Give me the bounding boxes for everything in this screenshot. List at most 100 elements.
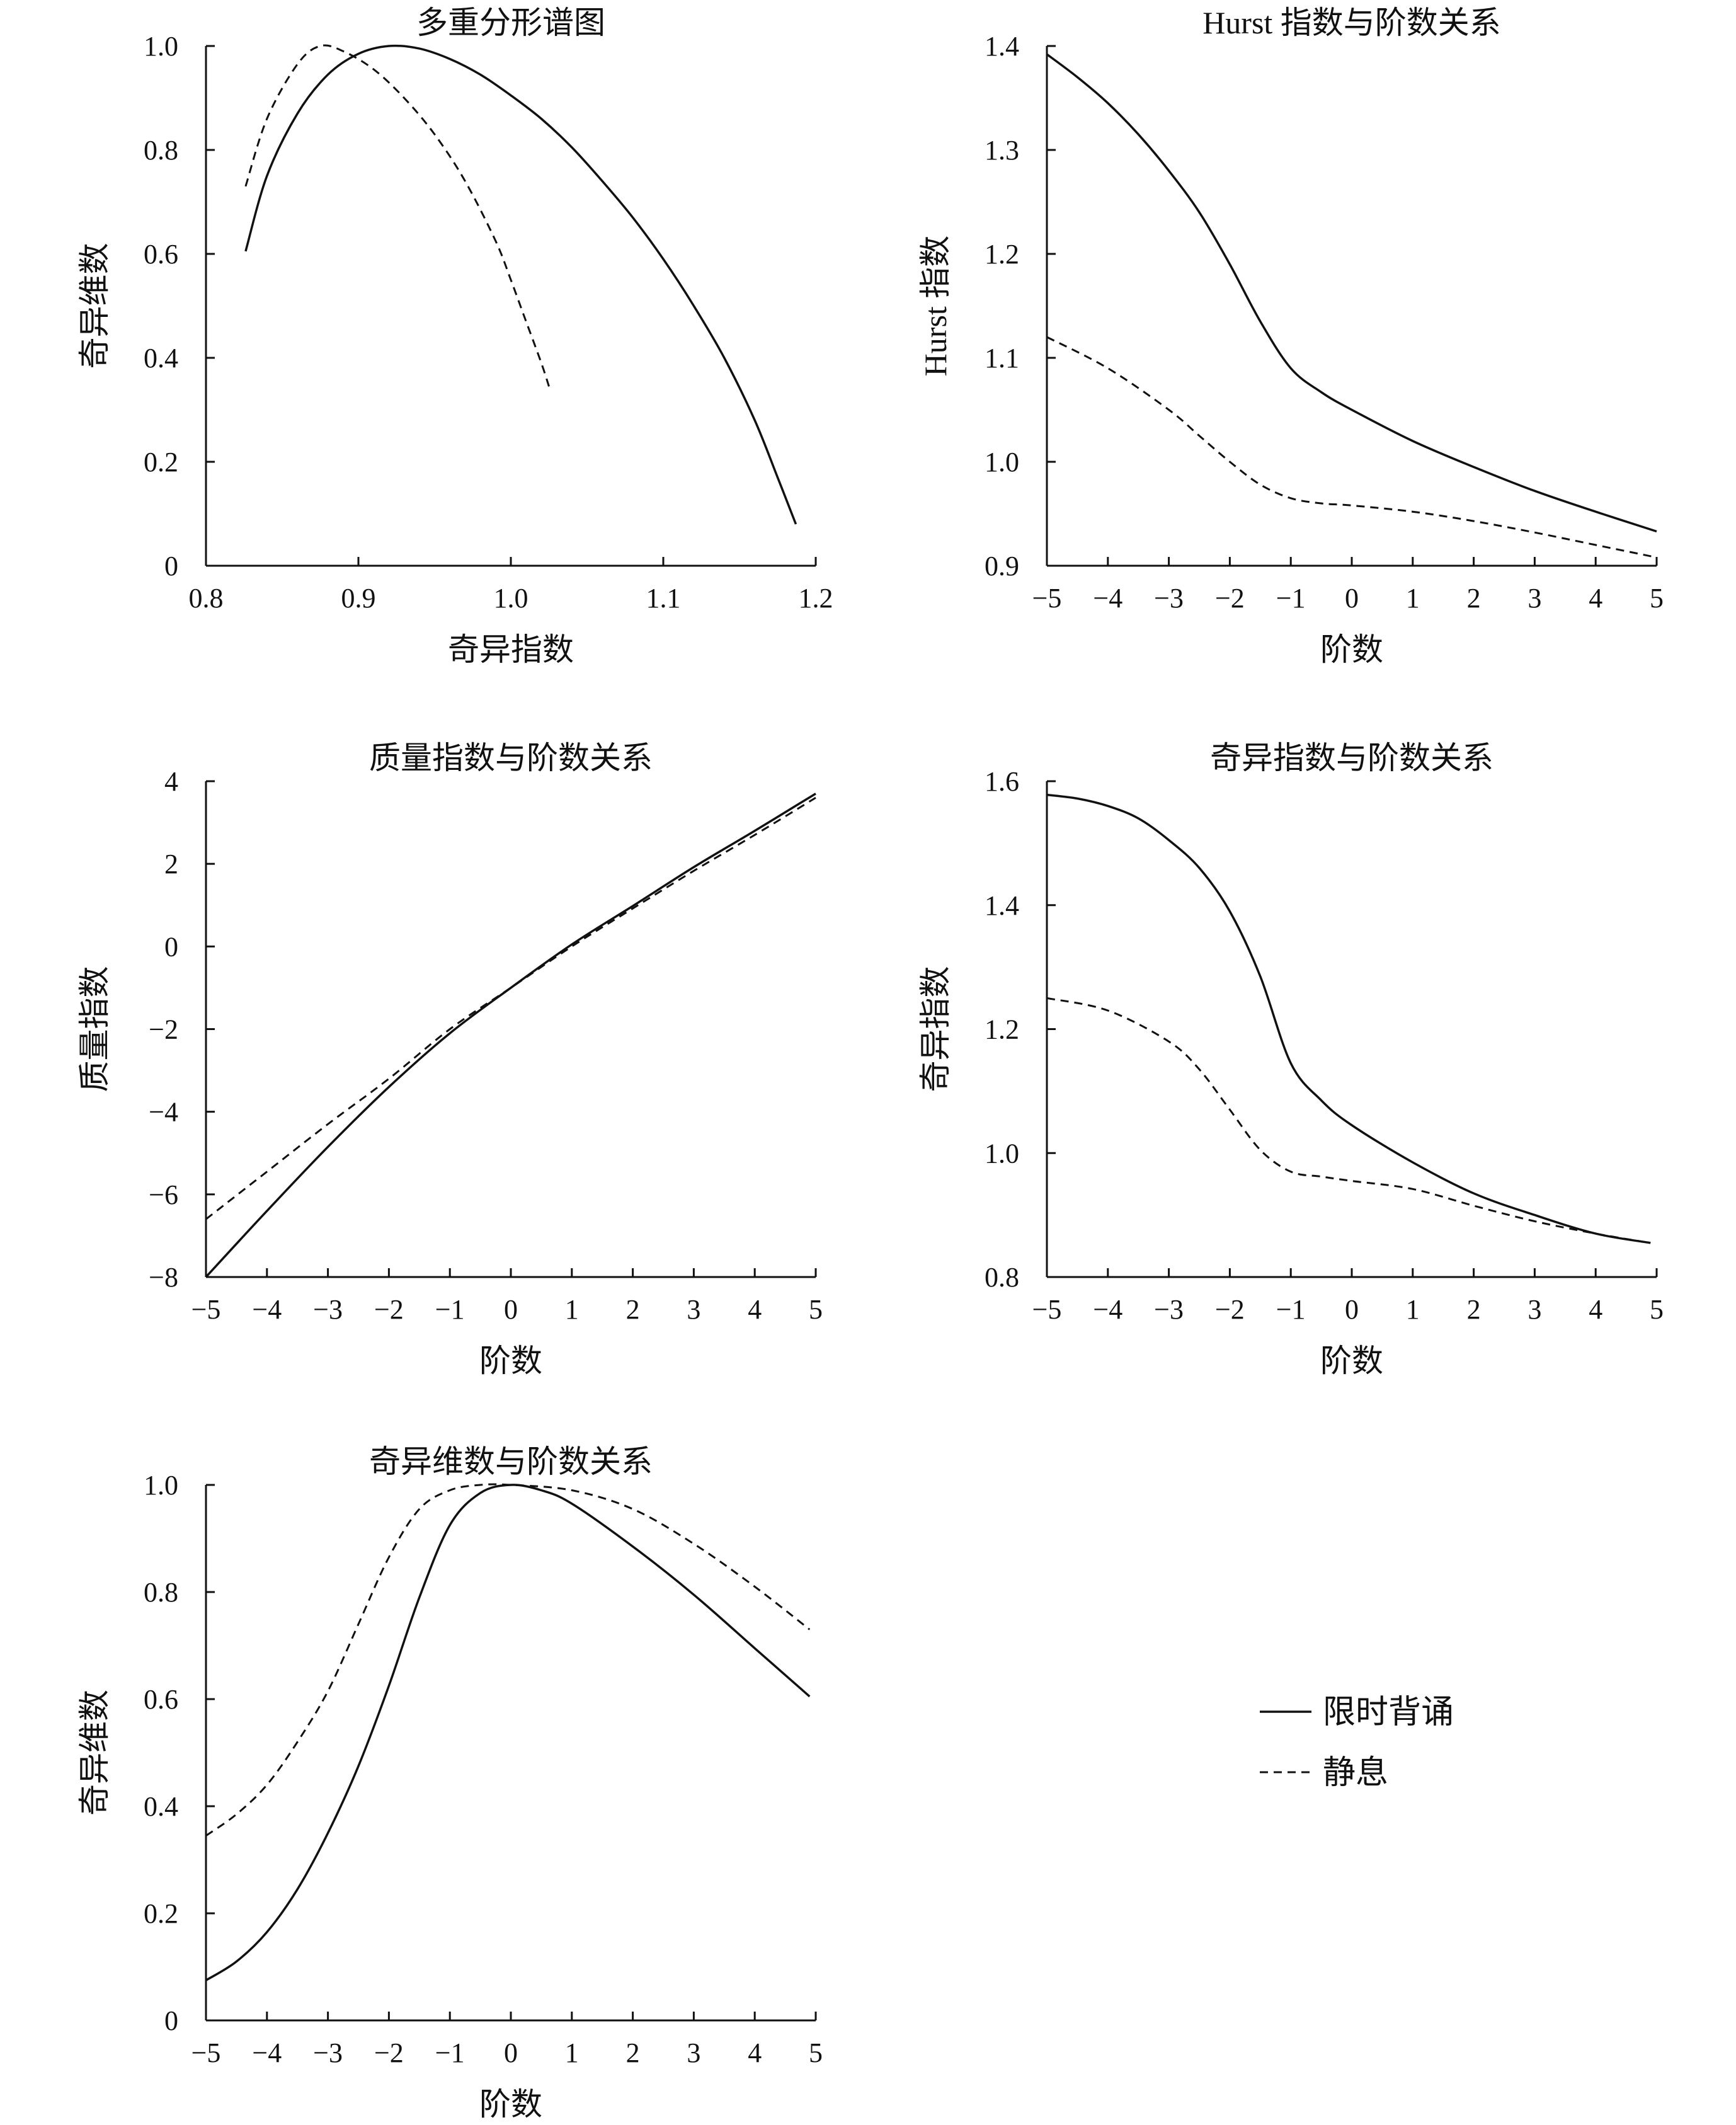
series-line-dashed: [244, 44, 550, 387]
legend-label-solid: 限时背诵: [1323, 1695, 1454, 1731]
chart-panel-5: −5 −4 −3 −2 −1 0 1 2 3 4 5 0 0.2 0.4 0.6 0.8 1.0 奇异维数与阶数关…: [77, 1444, 823, 2122]
x-tick-label: 4: [748, 2037, 762, 2068]
x-tick-label: 1: [565, 2037, 579, 2068]
x-tick-label: 1: [1406, 1294, 1420, 1325]
x-tick-label: −3: [313, 1294, 343, 1325]
x-tick-label: 3: [687, 1294, 700, 1325]
y-tick-label: 0: [164, 931, 178, 962]
y-tick-label: 1.0: [144, 1470, 178, 1501]
x-tick-label: 1.2: [799, 583, 833, 614]
y-axis-label: Hurst 指数: [918, 236, 953, 377]
y-tick-label: 1.6: [985, 766, 1019, 797]
x-tick-label: −1: [1276, 1294, 1306, 1325]
x-tick-label: 4: [748, 1294, 762, 1325]
chart-panel-2: −5 −4 −3 −2 −1 0 1 2 3 4 5 0.9 1.0 1.1 1.2 1.3 1.4 Hurst …: [918, 5, 1664, 667]
chart-panel-4: −5 −4 −3 −2 −1 0 1 2 3 4 5 0.8 1.0 1.2 1.4 1.6 奇异指数与阶数关系…: [918, 740, 1664, 1378]
x-tick-label: −2: [1215, 1294, 1245, 1325]
x-tick-label: 3: [1528, 583, 1541, 614]
x-tick-label: −5: [1032, 1294, 1062, 1325]
y-tick-label: 0.4: [144, 343, 178, 374]
y-tick-label: 0.4: [144, 1791, 178, 1822]
x-tick-label: 0: [504, 2037, 518, 2068]
x-tick-label: −1: [1276, 583, 1306, 614]
x-tick-label: 5: [1650, 1294, 1664, 1325]
x-tick-label: 5: [809, 1294, 823, 1325]
x-tick-label: −2: [374, 2037, 404, 2068]
x-tick-label: 1: [1406, 583, 1420, 614]
x-tick-label: −3: [1154, 1294, 1184, 1325]
x-tick-label: 1: [565, 1294, 579, 1325]
y-tick-label: 0.8: [985, 1262, 1019, 1293]
y-tick-label: −8: [149, 1262, 178, 1293]
x-tick-label: 2: [626, 2037, 640, 2068]
y-tick-label: 0: [164, 551, 178, 581]
y-tick-label: 1.2: [985, 1014, 1019, 1045]
y-axis-label: 奇异维数: [77, 243, 112, 369]
x-tick-label: −4: [1093, 1294, 1122, 1325]
x-tick-label: −4: [252, 2037, 282, 2068]
series-line-dashed: [205, 1483, 811, 1837]
x-tick-label: −2: [374, 1294, 404, 1325]
y-tick-label: 1.1: [985, 343, 1019, 374]
x-tick-label: 2: [1467, 583, 1481, 614]
y-tick-label: 4: [164, 766, 178, 797]
x-tick-label: 5: [1650, 583, 1664, 614]
legend-label-dashed: 静息: [1323, 1755, 1388, 1791]
x-tick-label: 2: [1467, 1294, 1481, 1325]
x-tick-label: −1: [435, 2037, 465, 2068]
x-tick-label: 1.0: [494, 583, 528, 614]
y-tick-label: −6: [149, 1179, 178, 1210]
x-axis-label: 阶数: [1320, 1343, 1383, 1378]
x-axis-label: 阶数: [1320, 632, 1383, 667]
y-tick-label: −4: [149, 1097, 178, 1128]
y-tick-label: 0.2: [144, 447, 178, 478]
x-axis-label: 奇异指数: [448, 632, 574, 667]
x-tick-label: 4: [1589, 1294, 1602, 1325]
x-tick-label: 0.8: [189, 583, 224, 614]
y-axis-label: 奇异指数: [918, 966, 953, 1092]
x-tick-label: 1.1: [646, 583, 681, 614]
x-axis-label: 阶数: [479, 2087, 542, 2122]
y-tick-label: 0.8: [144, 1577, 178, 1608]
x-tick-label: −5: [1032, 583, 1062, 614]
y-axis-label: 奇异维数: [77, 1690, 112, 1816]
y-tick-label: 1.0: [985, 447, 1019, 478]
x-tick-label: 5: [809, 2037, 823, 2068]
x-tick-label: −4: [252, 1294, 282, 1325]
chart-panels: 0.8 0.9 1.0 1.1 1.2 0 0.2 0.4 0.6 0.8 1.0 多重分形谱图奇异指…: [77, 5, 1664, 2122]
x-tick-label: −2: [1215, 583, 1245, 614]
y-tick-label: 1.0: [144, 31, 178, 62]
series-line-dashed: [1046, 997, 1651, 1244]
y-tick-label: 0.2: [144, 1898, 178, 1929]
series-line-solid: [244, 44, 797, 525]
x-tick-label: 4: [1589, 583, 1602, 614]
x-tick-label: −1: [435, 1294, 465, 1325]
y-axis-label: 质量指数: [77, 966, 112, 1092]
x-tick-label: −3: [1154, 583, 1184, 614]
y-tick-label: 1.0: [985, 1138, 1019, 1169]
series-line-solid: [1046, 793, 1651, 1244]
y-tick-label: 0.9: [985, 551, 1019, 581]
series-line-dashed: [1046, 336, 1657, 559]
y-tick-label: 1.3: [985, 135, 1019, 166]
x-tick-label: 3: [1528, 1294, 1541, 1325]
chart-panel-1: 0.8 0.9 1.0 1.1 1.2 0 0.2 0.4 0.6 0.8 1.0 多重分形谱图奇异指…: [77, 5, 833, 667]
x-tick-label: −5: [191, 1294, 221, 1325]
series-line-solid: [205, 793, 816, 1278]
y-tick-label: 2: [164, 849, 178, 879]
legend: 限时背诵 静息: [1260, 1695, 1454, 1791]
x-tick-label: −5: [191, 2037, 221, 2068]
y-tick-label: 1.4: [985, 890, 1019, 921]
y-tick-label: 0: [164, 2005, 178, 2036]
y-tick-label: −2: [149, 1014, 178, 1045]
chart-title: 质量指数与阶数关系: [369, 740, 653, 776]
series-line-dashed: [205, 796, 816, 1220]
chart-title: 奇异指数与阶数关系: [1210, 740, 1493, 776]
x-tick-label: 0: [504, 1294, 518, 1325]
x-tick-label: 3: [687, 2037, 700, 2068]
chart-title: 多重分形谱图: [416, 5, 605, 40]
x-tick-label: −4: [1093, 583, 1122, 614]
x-tick-label: 0: [1345, 1294, 1359, 1325]
